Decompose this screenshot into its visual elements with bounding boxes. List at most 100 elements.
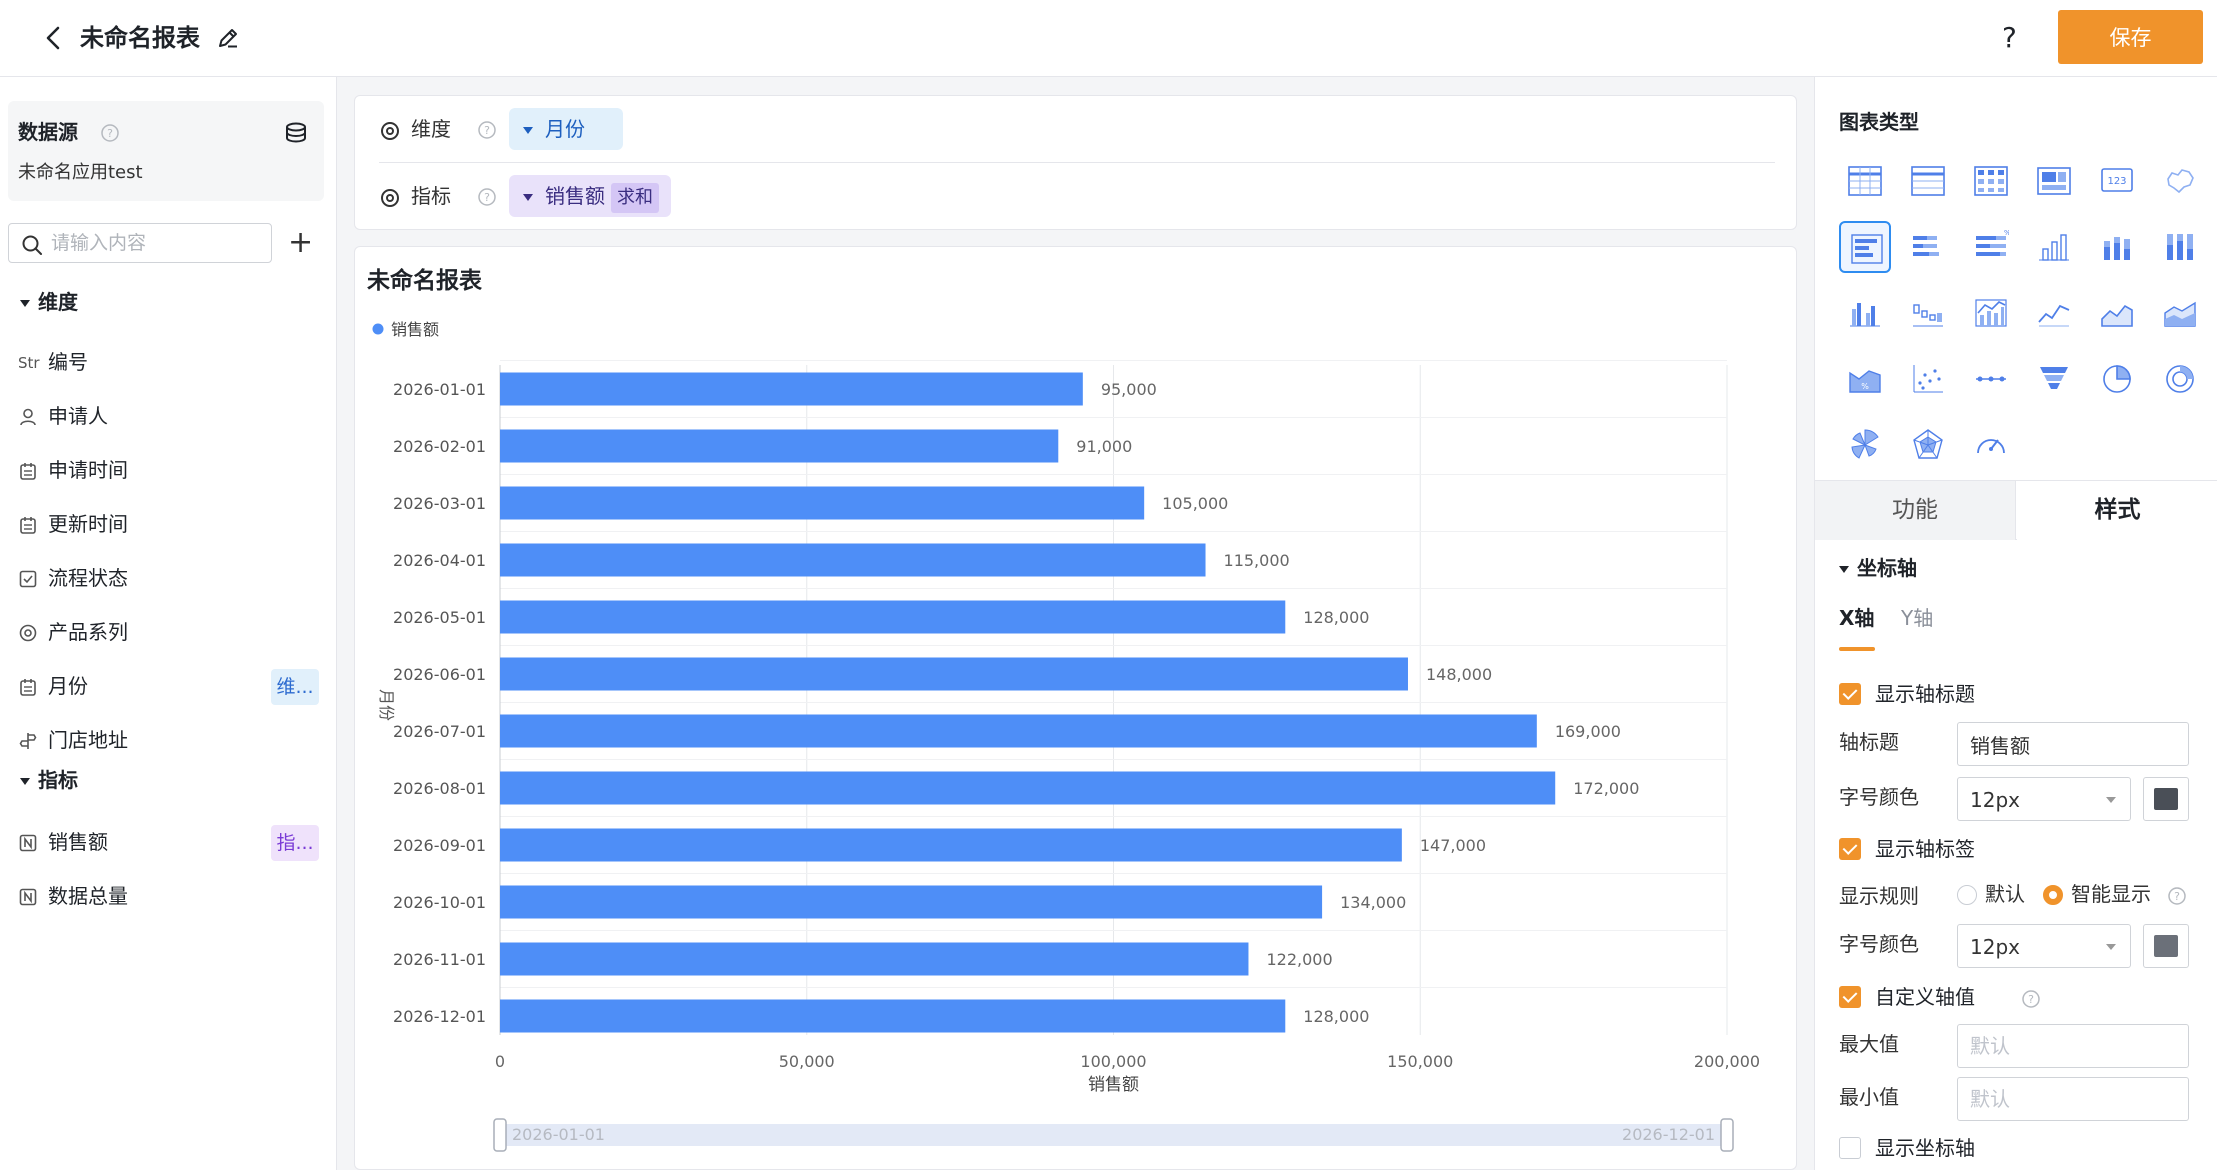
chevron-down-icon (2106, 944, 2116, 950)
chart-type-option[interactable] (1839, 287, 1891, 339)
dimension-group-toggle[interactable]: 维度 (20, 287, 78, 317)
help-circle-icon[interactable]: ? (2021, 989, 2041, 1009)
tab-style[interactable]: 样式 (2017, 481, 2217, 540)
chart-type-option[interactable] (1965, 155, 2017, 207)
metric-pill[interactable]: 销售额 求和 (509, 175, 671, 217)
chart-type-option[interactable] (2028, 221, 2080, 273)
add-field-button[interactable]: + (288, 225, 314, 260)
dimension-field-row[interactable]: 月份 维... (18, 667, 328, 707)
show-axis-title-label: 显示轴标题 (1875, 682, 1975, 706)
show-axis-line-checkbox[interactable]: 显示坐标轴 (1839, 1133, 2099, 1163)
metric-field-row[interactable]: 数据总量 (18, 877, 328, 917)
tab-y-axis[interactable]: Y轴 (1901, 606, 1934, 630)
chart-type-option[interactable] (2028, 287, 2080, 339)
help-circle-icon[interactable]: ? (100, 123, 120, 143)
edit-title-button[interactable] (214, 24, 242, 52)
max-value-input[interactable] (1957, 1024, 2189, 1068)
chart-type-option[interactable] (2028, 353, 2080, 405)
back-button[interactable] (38, 22, 70, 54)
data-label: 147,000 (1420, 836, 1486, 855)
chart-type-option[interactable] (2154, 155, 2206, 207)
rule-smart-radio[interactable] (2043, 885, 2063, 905)
custom-axis-value-label: 自定义轴值 (1875, 985, 1975, 1009)
chart-type-option[interactable] (1965, 287, 2017, 339)
help-circle-icon[interactable]: ? (477, 187, 497, 207)
chart-type-option[interactable] (1902, 419, 1954, 471)
dimension-field-row[interactable]: 申请时间 (18, 451, 328, 491)
chart-type-option[interactable] (2154, 287, 2206, 339)
chart-type-option[interactable]: % (1965, 221, 2017, 273)
dimension-field-row[interactable]: Str 编号 (18, 343, 328, 383)
caret-down-icon (20, 300, 30, 307)
dimension-field-row[interactable]: 申请人 (18, 397, 328, 437)
dimension-pill[interactable]: 月份 (509, 108, 623, 150)
search-input[interactable] (51, 228, 261, 258)
axis-title-input[interactable] (1957, 722, 2189, 766)
string-type-icon: Str (18, 354, 40, 372)
chart-type-option[interactable]: % (1839, 353, 1891, 405)
save-button[interactable]: 保存 (2058, 10, 2203, 64)
chart-type-option[interactable] (1902, 287, 1954, 339)
font-color-picker-2[interactable] (2143, 924, 2189, 968)
chart-type-option[interactable] (2091, 221, 2143, 273)
metric-group-toggle[interactable]: 指标 (20, 765, 78, 795)
dimension-field-row[interactable]: 门店地址 (18, 721, 328, 761)
chart-type-option[interactable]: 123 (2091, 155, 2143, 207)
chart-type-option[interactable] (1839, 419, 1891, 471)
custom-axis-value-checkbox[interactable]: 自定义轴值 ? (1839, 982, 2099, 1012)
chart-type-option[interactable] (1902, 221, 1954, 273)
chart-type-option[interactable] (1839, 221, 1891, 273)
chart-type-option[interactable] (1902, 353, 1954, 405)
dimension-group-label: 维度 (38, 290, 78, 314)
database-switch-icon[interactable] (282, 119, 310, 147)
checkbox-checked-icon (1839, 986, 1861, 1008)
range-slider-track (500, 1124, 1727, 1146)
scatter-chart-icon (1913, 365, 1943, 393)
dimension-field-row[interactable]: 产品系列 (18, 613, 328, 653)
chart-type-option[interactable] (2091, 353, 2143, 405)
metric-field-row[interactable]: 销售额 指... (18, 823, 328, 863)
font-color-label-2: 字号颜色 (1839, 932, 1919, 956)
dimension-field-label: 流程状态 (48, 566, 128, 590)
chart-type-option[interactable] (1965, 353, 2017, 405)
datasource-title: 数据源 (18, 120, 78, 144)
chart-type-option[interactable] (2091, 287, 2143, 339)
checkbox-checked-icon (1839, 683, 1861, 705)
min-value-input[interactable] (1957, 1077, 2189, 1121)
font-size-select[interactable]: 12px (1957, 777, 2131, 821)
axis-section-toggle[interactable]: 坐标轴 (1839, 553, 1917, 583)
range-slider-handle-end[interactable] (1720, 1118, 1734, 1152)
help-button[interactable]: ? (2002, 21, 2017, 54)
bar (500, 714, 1537, 748)
y-tick-label: 2026-05-01 (393, 608, 486, 627)
font-color-picker[interactable] (2143, 777, 2189, 821)
tab-function[interactable]: 功能 (1815, 481, 2016, 540)
show-axis-label-checkbox[interactable]: 显示轴标签 (1839, 834, 2099, 864)
data-label: 115,000 (1224, 551, 1290, 570)
show-axis-title-checkbox[interactable]: 显示轴标题 (1839, 679, 2099, 709)
chart-type-option[interactable] (2154, 353, 2206, 405)
data-label: 91,000 (1076, 437, 1132, 456)
help-circle-icon[interactable]: ? (2167, 886, 2187, 906)
stacked-area-icon (2164, 301, 2196, 327)
rule-default-radio[interactable] (1957, 885, 1977, 905)
dimension-config-row: 维度 ? 月份 (355, 96, 1798, 162)
dimension-pill-label: 月份 (545, 117, 585, 141)
field-search[interactable] (8, 223, 272, 263)
dimension-field-row[interactable]: 更新时间 (18, 505, 328, 545)
tab-x-axis[interactable]: X轴 (1839, 606, 1875, 630)
chart-type-option[interactable] (1839, 155, 1891, 207)
help-circle-icon[interactable]: ? (477, 120, 497, 140)
chart-type-option[interactable] (2154, 221, 2206, 273)
stacked-column-icon (2104, 237, 2130, 260)
field-config: 维度 ? 月份 指标 ? 销售额 求和 (354, 95, 1797, 230)
range-slider-handle-start[interactable] (493, 1118, 507, 1152)
chart-type-option[interactable] (2028, 155, 2080, 207)
dimension-field-row[interactable]: 流程状态 (18, 559, 328, 599)
font-size-select-2[interactable]: 12px (1957, 924, 2131, 968)
funnel-chart-icon (2040, 367, 2068, 389)
chart-type-option[interactable] (1965, 419, 2017, 471)
map-chart-icon (2167, 169, 2194, 194)
chart-type-option[interactable] (1902, 155, 1954, 207)
